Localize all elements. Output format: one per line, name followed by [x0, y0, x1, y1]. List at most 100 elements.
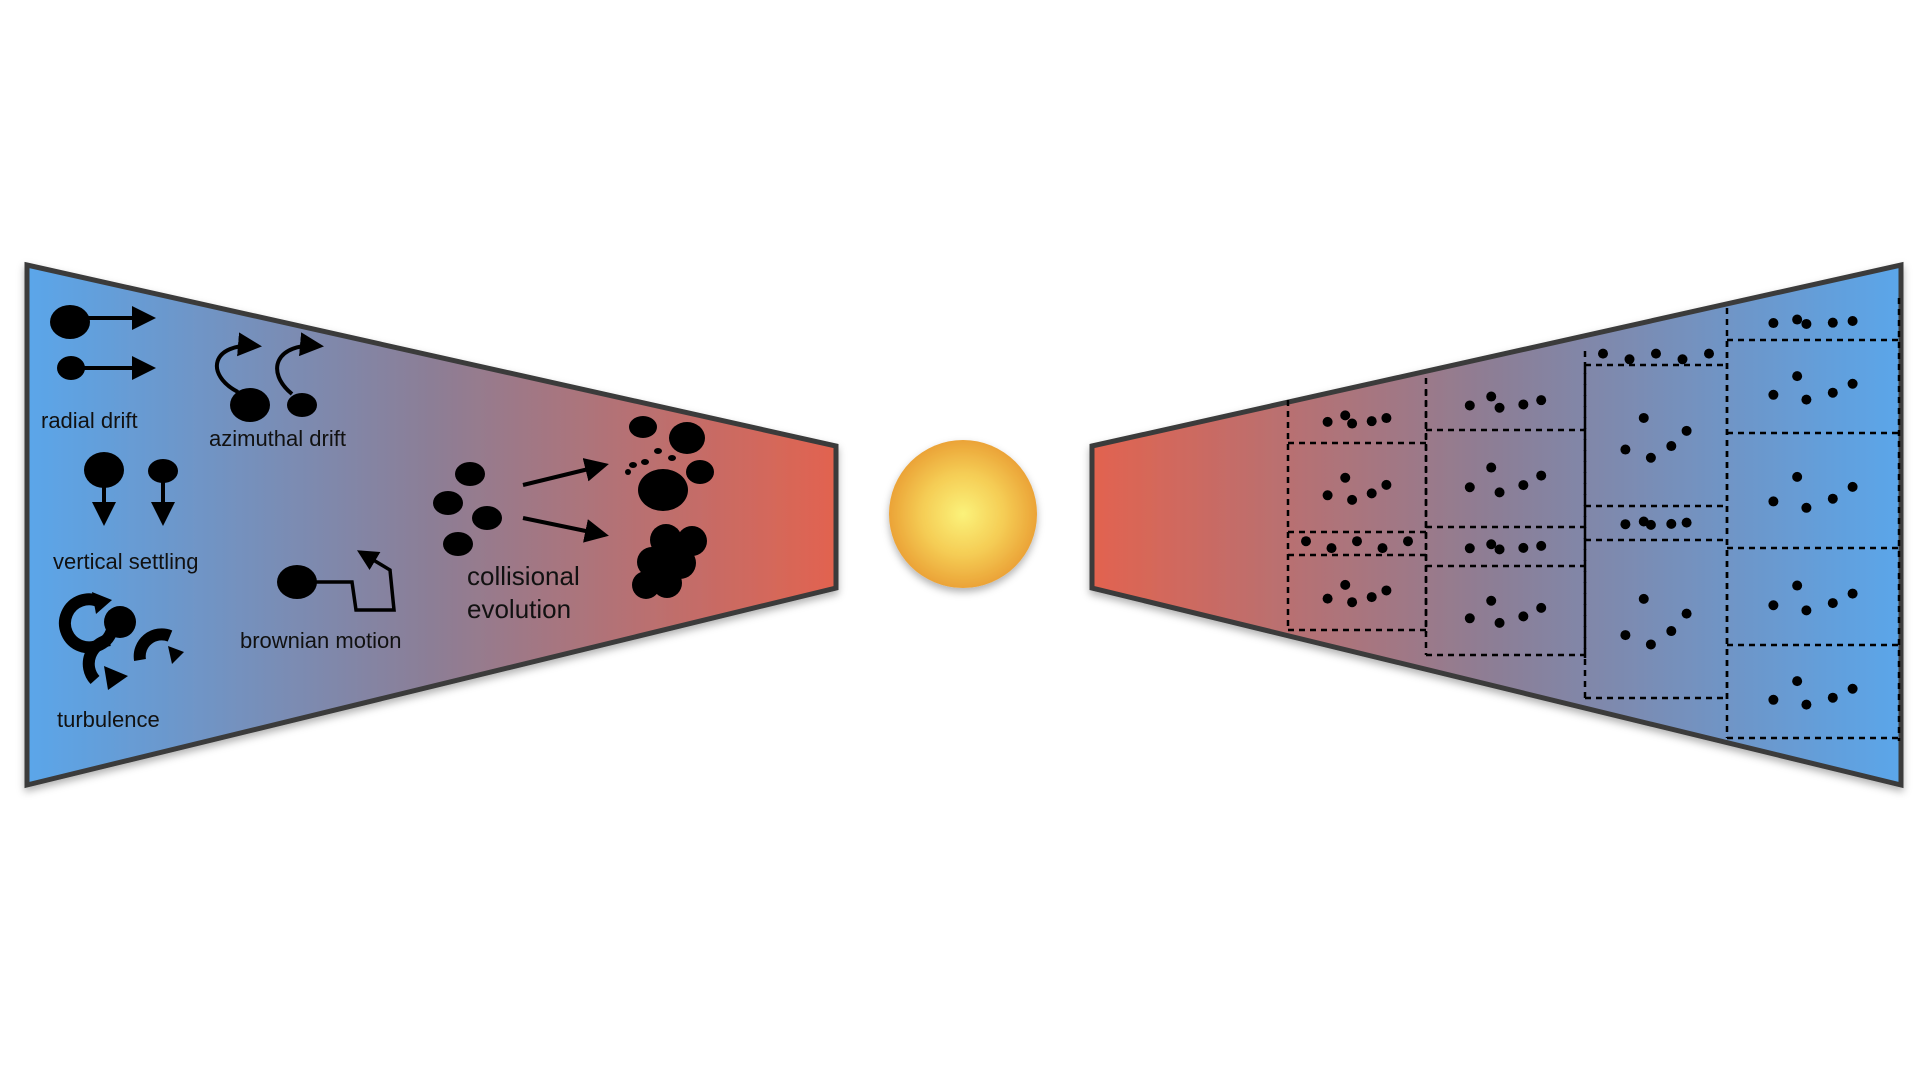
dust-grain-dot	[1464, 543, 1475, 554]
dust-grain-dot	[1322, 593, 1333, 604]
dust-grain-dot	[1768, 389, 1779, 400]
grain	[472, 506, 502, 530]
collisional-evolution-illustration	[433, 416, 714, 599]
arrowhead	[168, 646, 184, 664]
dust-grain-dot	[1677, 354, 1688, 365]
grain	[443, 532, 473, 556]
dust-grain-dot	[1620, 519, 1631, 530]
dust-grain-dot	[1704, 348, 1714, 359]
label-brownian-motion: brownian motion	[240, 628, 401, 653]
dust-grain-dot	[1827, 598, 1838, 609]
dust-grain-dot	[1377, 543, 1388, 554]
dust-grain-dot	[1494, 617, 1505, 628]
dust-grain-dot	[1381, 479, 1392, 490]
dust-grain-dot	[1366, 592, 1377, 603]
dust-grain-dot	[1340, 472, 1351, 483]
turbulence-illustration	[58, 592, 184, 690]
dust-grain-dot	[1464, 400, 1475, 411]
dust-grain-dot	[1620, 444, 1631, 455]
dust-grain-dot	[1381, 413, 1392, 424]
dust-grain-dot	[1347, 494, 1358, 505]
dust-grain-dot	[1347, 418, 1358, 429]
grain	[104, 606, 136, 638]
label-evolution: evolution	[467, 594, 571, 624]
dust-grain-dot	[1666, 626, 1677, 637]
arrowhead	[92, 592, 112, 614]
dust-grain-dot	[1403, 536, 1413, 547]
dust-grain-dot	[1801, 605, 1812, 616]
grain-large	[50, 305, 90, 339]
dust-grain-dot	[1464, 482, 1475, 493]
dust-grain-dot	[1827, 317, 1838, 328]
dust-grain-dot	[1638, 593, 1649, 604]
grain-small	[287, 393, 317, 417]
arrow-icon	[522, 458, 609, 487]
arrow-icon	[522, 516, 609, 543]
arrowhead	[104, 666, 128, 690]
dust-grain-dot	[1792, 314, 1803, 325]
dust-grain-dot	[1768, 600, 1779, 611]
grain-large	[230, 388, 270, 422]
dust-grain-dot	[1494, 402, 1505, 413]
grain-large	[277, 565, 317, 599]
dust-grain-dot	[1486, 391, 1497, 402]
dust-grain-dot	[1847, 481, 1858, 492]
dust-grain-dot	[1645, 519, 1656, 530]
swirl-arrow-icon	[82, 634, 112, 685]
dust-grain-dot	[1681, 608, 1692, 619]
dust-grain-dot	[1792, 676, 1803, 687]
grain-small	[148, 459, 178, 483]
dust-grain-dot	[1801, 699, 1812, 710]
dust-grain-dot	[1486, 539, 1497, 550]
dust-grain-dot	[1598, 348, 1608, 359]
dust-grain-dot	[1651, 348, 1661, 359]
dust-grain-dot	[1827, 387, 1838, 398]
dust-grain-dot	[1347, 597, 1358, 608]
dust-grain-dot	[1827, 692, 1838, 703]
grain	[455, 462, 485, 486]
dust-grain-dot	[1792, 580, 1803, 591]
dust-grain-dot	[1666, 518, 1677, 529]
random-walk-arrow-icon	[313, 550, 396, 612]
dust-grain-dot	[1827, 493, 1838, 504]
dust-grain-dot	[1322, 490, 1333, 501]
dust-grain-dot	[1518, 480, 1529, 491]
dust-grain-dot	[1847, 315, 1858, 326]
label-vertical-settling: vertical settling	[53, 549, 199, 574]
dust-grain-dot	[1666, 441, 1677, 452]
dust-grain-dot	[1847, 378, 1858, 389]
simulation-grid	[1286, 298, 1901, 741]
label-collisional: collisional	[467, 561, 580, 591]
dust-grain-dot	[1645, 452, 1656, 463]
dust-grain-dot	[1536, 470, 1547, 481]
dust-grain-dot	[1792, 371, 1803, 382]
dust-grain-dot	[1366, 416, 1377, 427]
star-sphere	[889, 440, 1037, 588]
dust-grain-dot	[1381, 585, 1392, 596]
dust-grain-dot	[1792, 471, 1803, 482]
dust-grain-dot	[1464, 613, 1475, 624]
right-disk-wedge	[1089, 261, 1904, 789]
dust-grain-dot	[1645, 639, 1656, 650]
dust-grain-dot	[1768, 694, 1779, 705]
dust-grain-dot	[1536, 395, 1547, 406]
brownian-motion-illustration	[277, 550, 396, 612]
radial-drift-illustration	[50, 305, 156, 380]
grain	[433, 491, 463, 515]
dust-grain-dot	[1768, 496, 1779, 507]
dust-grain-dot	[1536, 602, 1547, 613]
dust-grain-dot	[1340, 579, 1351, 590]
vertical-settling-illustration	[84, 452, 178, 526]
dust-grain-dot	[1486, 462, 1497, 473]
dust-grain-dot	[1518, 611, 1529, 622]
azimuthal-drift-illustration	[215, 332, 324, 422]
grain-large	[84, 452, 124, 488]
dust-grain-dot	[1768, 318, 1779, 329]
dust-grain-dot	[1352, 536, 1362, 547]
swirl-arrow-icon	[133, 628, 173, 661]
dust-grain-dot	[1801, 318, 1812, 329]
dust-grain-dot	[1518, 542, 1529, 553]
dust-grain-dot	[1518, 399, 1529, 410]
dust-grain-dot	[1494, 544, 1505, 555]
